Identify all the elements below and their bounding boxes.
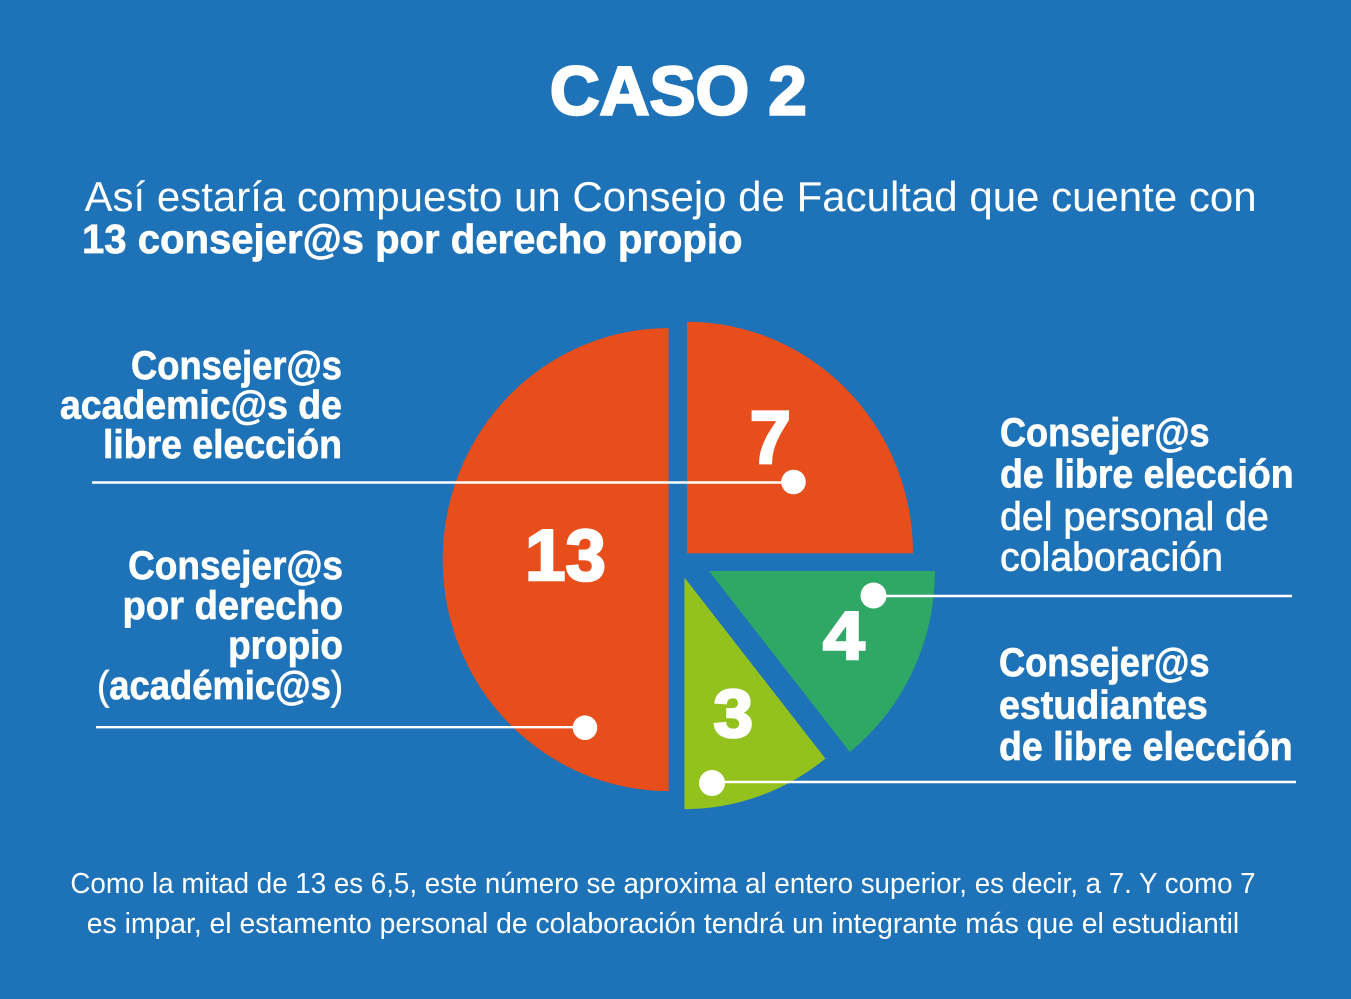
svg-text:colaboración: colaboración — [1000, 535, 1223, 579]
svg-text:estudiantes: estudiantes — [999, 683, 1208, 727]
svg-text:(académic@s): (académic@s) — [97, 663, 343, 708]
svg-text:de libre elección: de libre elección — [999, 725, 1293, 769]
svg-text:13: 13 — [525, 515, 606, 596]
svg-text:4: 4 — [823, 598, 865, 674]
svg-text:Consejer@s: Consejer@s — [131, 343, 342, 388]
svg-text:3: 3 — [713, 675, 753, 751]
svg-text:Consejer@s: Consejer@s — [1000, 411, 1210, 455]
svg-text:por derecho: por derecho — [123, 584, 343, 628]
svg-text:de libre elección: de libre elección — [1000, 452, 1294, 496]
svg-text:academic@s de: academic@s de — [60, 383, 342, 427]
svg-text:propio: propio — [228, 623, 343, 668]
svg-text:Así estaría compuesto un Conse: Así estaría compuesto un Consejo de Facu… — [85, 173, 1257, 220]
svg-text:Como la mitad de 13 es 6,5, es: Como la mitad de 13 es 6,5, este número … — [70, 867, 1255, 900]
svg-text:CASO 2: CASO 2 — [550, 53, 807, 130]
svg-text:del personal de: del personal de — [1000, 495, 1269, 539]
svg-text:Consejer@s: Consejer@s — [999, 640, 1210, 685]
svg-text:13 consejer@s por derecho prop: 13 consejer@s por derecho propio — [82, 217, 742, 262]
svg-text:libre elección: libre elección — [103, 423, 342, 467]
svg-text:Consejer@s: Consejer@s — [128, 544, 343, 589]
svg-text:es impar, el estamento persona: es impar, el estamento personal de colab… — [87, 908, 1239, 940]
svg-text:7: 7 — [749, 396, 791, 480]
